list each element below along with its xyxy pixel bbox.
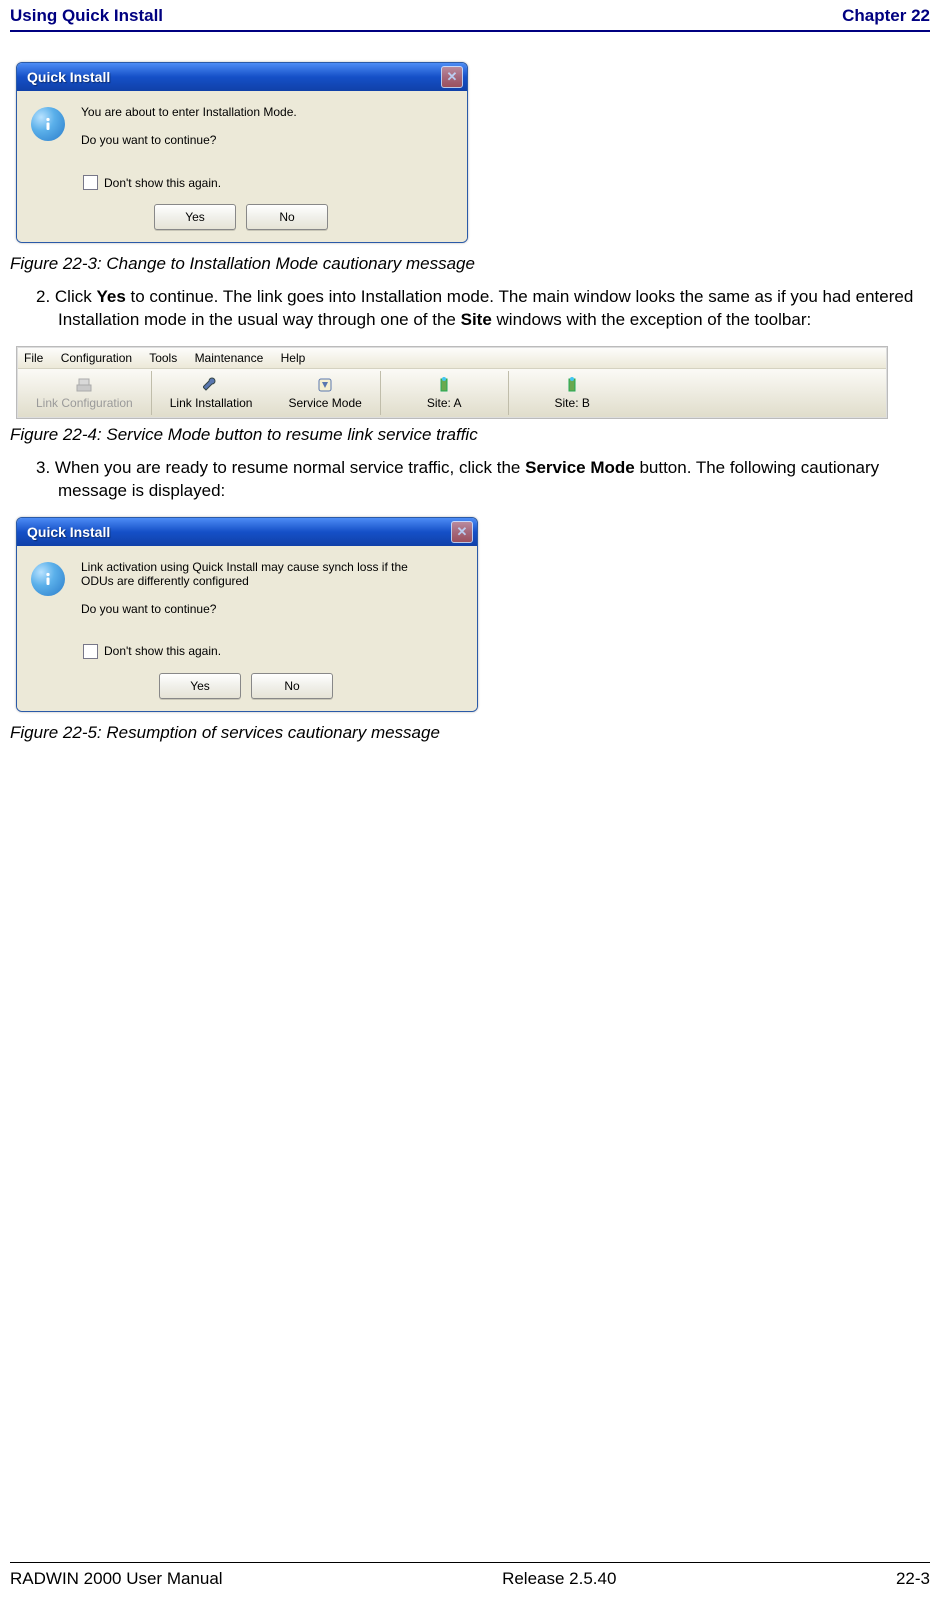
toolbar-service-mode[interactable]: Service Mode <box>270 369 379 417</box>
dialog2-title: Quick Install <box>27 524 110 540</box>
yes-button-2[interactable]: Yes <box>159 673 241 699</box>
menu-bar: File Configuration Tools Maintenance Hel… <box>18 348 886 369</box>
figure-caption-3: Figure 22-5: Resumption of services caut… <box>10 723 930 743</box>
no-button-2[interactable]: No <box>251 673 333 699</box>
link-config-icon <box>76 376 92 394</box>
dont-show-label-2: Don't show this again. <box>104 644 221 658</box>
para-2: 3. When you are ready to resume normal s… <box>58 457 926 503</box>
figure-caption-2: Figure 22-4: Service Mode button to resu… <box>10 425 930 445</box>
dialog-line2: Do you want to continue? <box>81 133 297 147</box>
footer-center: Release 2.5.40 <box>502 1569 616 1589</box>
close-icon[interactable]: ✕ <box>451 521 473 543</box>
header-right: Chapter 22 <box>842 6 930 26</box>
footer-right: 22-3 <box>896 1569 930 1589</box>
info-icon <box>31 107 65 141</box>
dialog2-line2: Do you want to continue? <box>81 602 421 616</box>
toolbar-link-config: Link Configuration <box>18 369 151 417</box>
no-button[interactable]: No <box>246 204 328 230</box>
toolbar-link-install[interactable]: Link Installation <box>152 369 271 417</box>
menu-file[interactable]: File <box>24 351 43 365</box>
menu-maint[interactable]: Maintenance <box>195 351 264 365</box>
dialog2-titlebar: Quick Install ✕ <box>17 518 477 546</box>
header-left: Using Quick Install <box>10 6 163 26</box>
menu-help[interactable]: Help <box>281 351 306 365</box>
service-mode-icon <box>317 376 333 394</box>
footer-left: RADWIN 2000 User Manual <box>10 1569 223 1589</box>
figure-caption-1: Figure 22-3: Change to Installation Mode… <box>10 254 930 274</box>
dialog-title: Quick Install <box>27 69 110 85</box>
dont-show-label: Don't show this again. <box>104 176 221 190</box>
menu-tools[interactable]: Tools <box>149 351 177 365</box>
dialog-line1: You are about to enter Installation Mode… <box>81 105 297 119</box>
page-header: Using Quick Install Chapter 22 <box>10 0 930 32</box>
yes-button[interactable]: Yes <box>154 204 236 230</box>
site-b-icon <box>565 376 579 394</box>
menu-config[interactable]: Configuration <box>61 351 132 365</box>
wrench-icon <box>203 376 219 394</box>
dialog-titlebar: Quick Install ✕ <box>17 63 467 91</box>
toolbar: Link Configuration Link Installation Ser… <box>18 369 886 417</box>
toolbar-screenshot: File Configuration Tools Maintenance Hel… <box>16 346 888 419</box>
para-1: 2. Click Yes to continue. The link goes … <box>58 286 926 332</box>
dialog2-line1: Link activation using Quick Install may … <box>81 560 421 588</box>
dialog-install-mode: Quick Install ✕ You are about to enter I… <box>16 62 468 243</box>
toolbar-site-a[interactable]: Site: A <box>381 369 508 417</box>
dialog-resume-service: Quick Install ✕ Link activation using Qu… <box>16 517 478 712</box>
close-icon[interactable]: ✕ <box>441 66 463 88</box>
dont-show-checkbox[interactable] <box>83 175 98 190</box>
dont-show-checkbox-2[interactable] <box>83 644 98 659</box>
toolbar-site-b[interactable]: Site: B <box>509 369 636 417</box>
page-footer: RADWIN 2000 User Manual Release 2.5.40 2… <box>10 1562 930 1589</box>
info-icon <box>31 562 65 596</box>
site-a-icon <box>437 376 451 394</box>
